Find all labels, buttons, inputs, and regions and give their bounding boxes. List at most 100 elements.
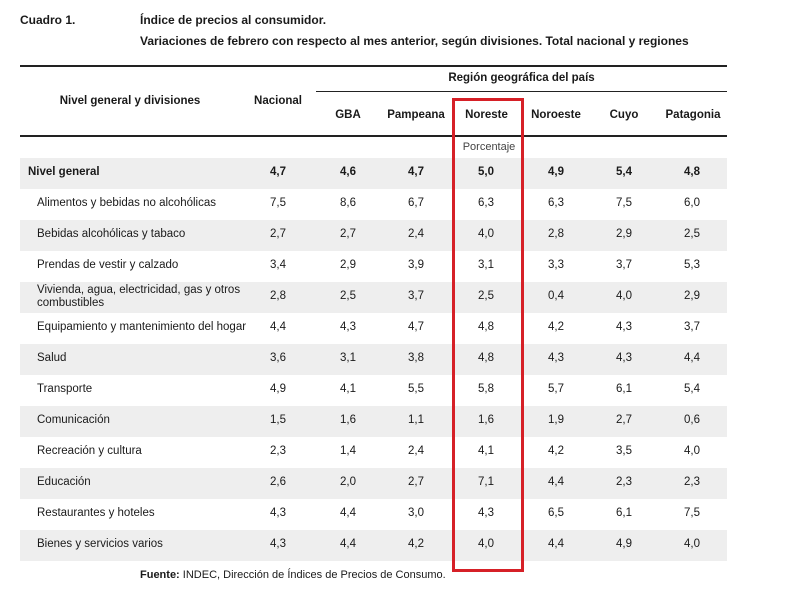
row-label: Vivienda, agua, electricidad, gas y otro… [37, 284, 240, 310]
table-cell: 8,6 [340, 197, 356, 209]
table-cell: 4,2 [408, 538, 424, 550]
table-cell: 1,5 [270, 414, 286, 426]
row-label: Transporte [37, 383, 93, 395]
table-cell: 6,0 [684, 197, 700, 209]
table-cell: 4,8 [478, 321, 494, 333]
table-cell: 4,3 [616, 321, 632, 333]
table-cell: 4,6 [340, 166, 356, 178]
table-cell: 3,8 [408, 352, 424, 364]
table-cell: 3,6 [270, 352, 286, 364]
table-cell: 2,6 [270, 476, 286, 488]
table-cell: 4,3 [340, 321, 356, 333]
table-cell: 7,5 [684, 507, 700, 519]
table-cell: 3,1 [478, 259, 494, 271]
table-cell: 6,3 [478, 197, 494, 209]
row-band [20, 406, 727, 437]
region-group-header: Región geográfica del país [448, 72, 595, 84]
row-label: Salud [37, 352, 67, 364]
table-title: Índice de precios al consumidor. [140, 13, 327, 27]
column-header-noroeste: Noroeste [531, 109, 581, 121]
table-cell: 0,4 [548, 290, 564, 302]
row-label: Restaurantes y hoteles [37, 507, 155, 519]
table-cell: 4,9 [616, 538, 632, 550]
row-label-line: combustibles [37, 297, 105, 309]
table-cell: 5,4 [616, 166, 632, 178]
header-bottom-rule [20, 135, 727, 137]
row-band [20, 220, 727, 251]
table-cell: 3,0 [408, 507, 424, 519]
table-cell: 7,1 [478, 476, 494, 488]
row-band [20, 282, 727, 313]
table-cell: 2,9 [616, 228, 632, 240]
table-cell: 4,0 [478, 228, 494, 240]
table-cell: 6,3 [548, 197, 564, 209]
column-header-cuyo: Cuyo [609, 109, 639, 121]
row-label: Alimentos y bebidas no alcohólicas [37, 197, 216, 209]
row-band [20, 530, 727, 561]
table-cell: 6,1 [616, 383, 632, 395]
table-cell: 2,8 [548, 228, 564, 240]
table-cell: 6,7 [408, 197, 424, 209]
column-header-pampeana: Pampeana [387, 109, 445, 121]
table-cell: 2,7 [616, 414, 632, 426]
column-header-nacional: Nacional [254, 95, 302, 107]
table-cell: 2,3 [684, 476, 700, 488]
table-cell: 2,8 [270, 290, 286, 302]
table-cell: 4,9 [270, 383, 286, 395]
table-cell: 4,2 [548, 445, 564, 457]
table-cell: 3,7 [684, 321, 700, 333]
unit-label: Porcentaje [462, 141, 516, 153]
table-cell: 4,0 [478, 538, 494, 550]
table-cell: 4,3 [548, 352, 564, 364]
table-cell: 4,0 [616, 290, 632, 302]
noreste-highlight-box [452, 98, 524, 572]
row-label: Bebidas alcohólicas y tabaco [37, 228, 186, 240]
table-subtitle: Variaciones de febrero con respecto al m… [140, 34, 689, 48]
table-cell: 4,1 [340, 383, 356, 395]
table-cell: 2,9 [684, 290, 700, 302]
table-cell: 2,7 [408, 476, 424, 488]
table-cell: 4,9 [548, 166, 564, 178]
table-cell: 0,6 [684, 414, 700, 426]
row-label: Bienes y servicios varios [37, 538, 163, 550]
table-cell: 2,7 [270, 228, 286, 240]
table-cell: 2,7 [340, 228, 356, 240]
row-label-line: Vivienda, agua, electricidad, gas y otro… [37, 284, 241, 296]
table-cell: 4,4 [340, 538, 356, 550]
table-cell: 4,7 [270, 166, 286, 178]
table-cell: 6,1 [616, 507, 632, 519]
region-rule [316, 91, 727, 92]
table-cell: 4,8 [478, 352, 494, 364]
table-cell: 4,4 [340, 507, 356, 519]
row-band [20, 344, 727, 375]
table-cell: 4,3 [270, 538, 286, 550]
column-header-nivel: Nivel general y divisiones [59, 95, 201, 107]
table-number: Cuadro 1. [20, 13, 76, 27]
table-cell: 2,9 [340, 259, 356, 271]
table-cell: 4,8 [684, 166, 700, 178]
table-cell: 2,4 [408, 228, 424, 240]
table-cell: 3,9 [408, 259, 424, 271]
table-cell: 7,5 [270, 197, 286, 209]
top-rule [20, 65, 727, 67]
table-cell: 5,4 [684, 383, 700, 395]
table-cell: 5,0 [478, 166, 494, 178]
table-cell: 2,5 [340, 290, 356, 302]
source-text: INDEC, Dirección de Índices de Precios d… [179, 569, 446, 581]
table-cell: 3,5 [616, 445, 632, 457]
table-cell: 4,2 [548, 321, 564, 333]
table-cell: 4,7 [408, 321, 424, 333]
column-header-gba: GBA [335, 109, 361, 121]
table-cell: 2,5 [478, 290, 494, 302]
table-cell: 1,4 [340, 445, 356, 457]
row-label: Nivel general [28, 166, 100, 178]
table-cell: 1,1 [408, 414, 424, 426]
row-label: Equipamiento y mantenimiento del hogar [37, 321, 247, 333]
table-cell: 5,7 [548, 383, 564, 395]
row-label: Recreación y cultura [37, 445, 142, 457]
row-label: Educación [37, 476, 91, 488]
source-label: Fuente: [140, 569, 180, 581]
column-header-patagonia: Patagonia [665, 109, 721, 121]
table-cell: 4,0 [684, 538, 700, 550]
table-cell: 4,0 [684, 445, 700, 457]
